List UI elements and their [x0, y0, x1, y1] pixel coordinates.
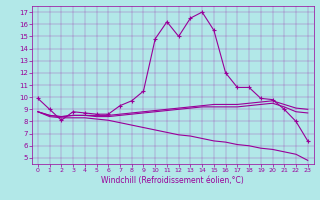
X-axis label: Windchill (Refroidissement éolien,°C): Windchill (Refroidissement éolien,°C) — [101, 176, 244, 185]
